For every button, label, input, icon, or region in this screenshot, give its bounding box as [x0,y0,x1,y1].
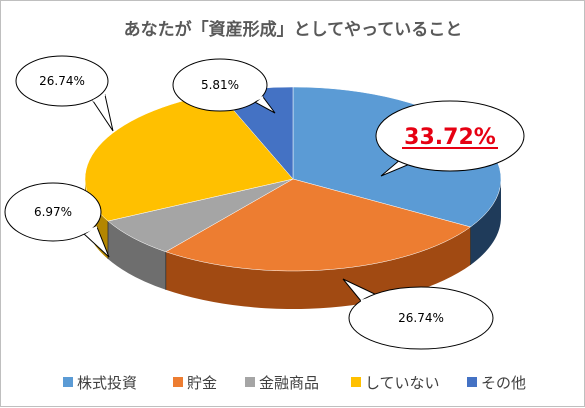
legend: 株式投資 貯金 金融商品 していない その他 [63,374,526,392]
callout-bubble [4,182,102,242]
data-label-3: 26.74% [39,74,85,88]
data-label-1: 26.74% [398,311,444,325]
callout-bubble [348,286,494,350]
callout-seam [400,158,418,162]
callout-bubble [15,55,109,107]
legend-label-0: 株式投資 [77,374,137,392]
callout-3: 26.74% [15,55,114,132]
legend-swatch-3 [351,377,361,387]
callout-seam [360,295,380,302]
callout-seam [252,96,264,102]
data-label-4: 5.81% [201,78,239,92]
legend-swatch-1 [173,377,183,387]
legend-label-2: 金融商品 [259,374,319,392]
legend-label-4: その他 [481,374,526,392]
callout-seam [92,94,106,102]
pie-slice-1 [165,178,472,272]
legend-swatch-2 [245,377,255,387]
legend-label-1: 貯金 [187,374,217,392]
callouts-group: 33.72% 26.74% 6.97% 26.74% 5.81% [4,55,525,350]
callout-2: 6.97% [4,182,110,258]
chart-title: あなたが「資産形成」としてやっていること [124,19,463,40]
legend-swatch-0 [63,377,73,387]
data-label-2: 6.97% [34,205,72,219]
pie-side-0 [470,179,501,265]
callout-seam [82,226,98,234]
callout-bubble [172,58,268,112]
callout-1: 26.74% [342,278,494,350]
legend-swatch-4 [467,377,477,387]
pie-side-2 [108,221,166,290]
pie-side-1 [165,226,471,309]
callout-bubble [375,100,525,172]
data-label-0: 33.72% [404,125,496,150]
callout-4: 5.81% [172,58,276,114]
legend-label-3: していない [365,374,440,392]
callout-0: 33.72% [375,100,525,177]
